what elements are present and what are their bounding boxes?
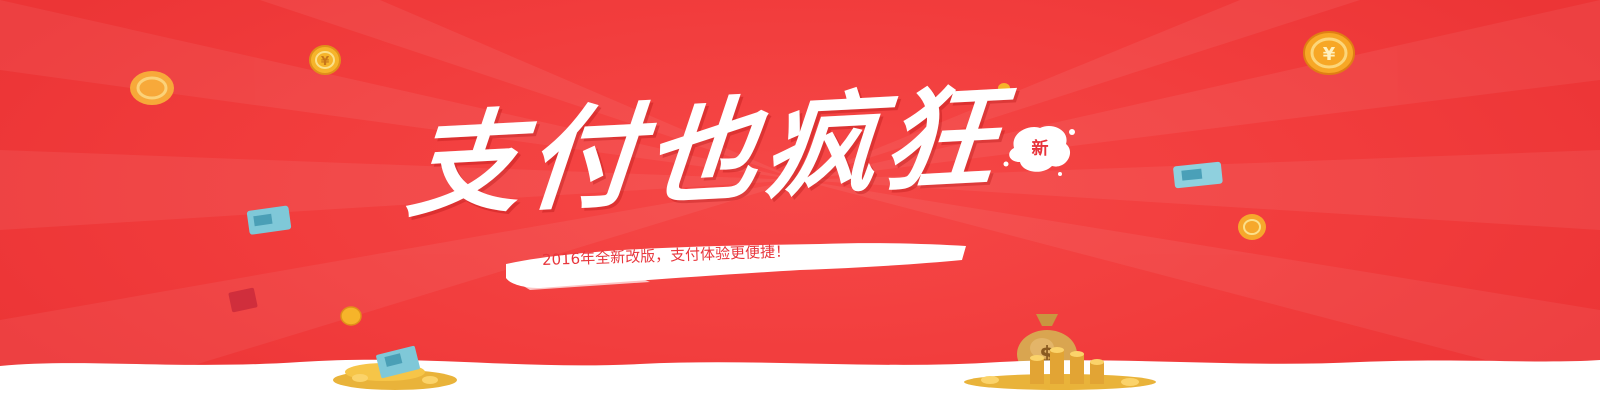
red-envelope-icon [226,286,262,321]
page-title: 支付也疯狂 [402,71,1008,234]
bottom-brush-wave [0,359,1600,400]
svg-text:¥: ¥ [321,54,330,68]
new-badge-label: 新 [1031,139,1049,159]
headline: 支付也疯狂 [403,58,1010,248]
money-card-icon [1170,160,1228,197]
brush-stroke [506,243,966,290]
gold-coin-icon [1236,212,1268,242]
gold-coin-icon [997,82,1011,94]
coin-pile-icon [960,340,1160,397]
money-card-icon [244,204,296,241]
coin-pile-icon [330,342,460,397]
yen-coin-icon: ¥ [1302,30,1356,76]
gold-coin-icon [340,306,362,326]
gold-coin-icon: ¥ [308,44,342,76]
new-badge: 新 [1000,118,1080,180]
gold-coin-icon [128,68,176,108]
svg-text:¥: ¥ [1323,44,1336,65]
